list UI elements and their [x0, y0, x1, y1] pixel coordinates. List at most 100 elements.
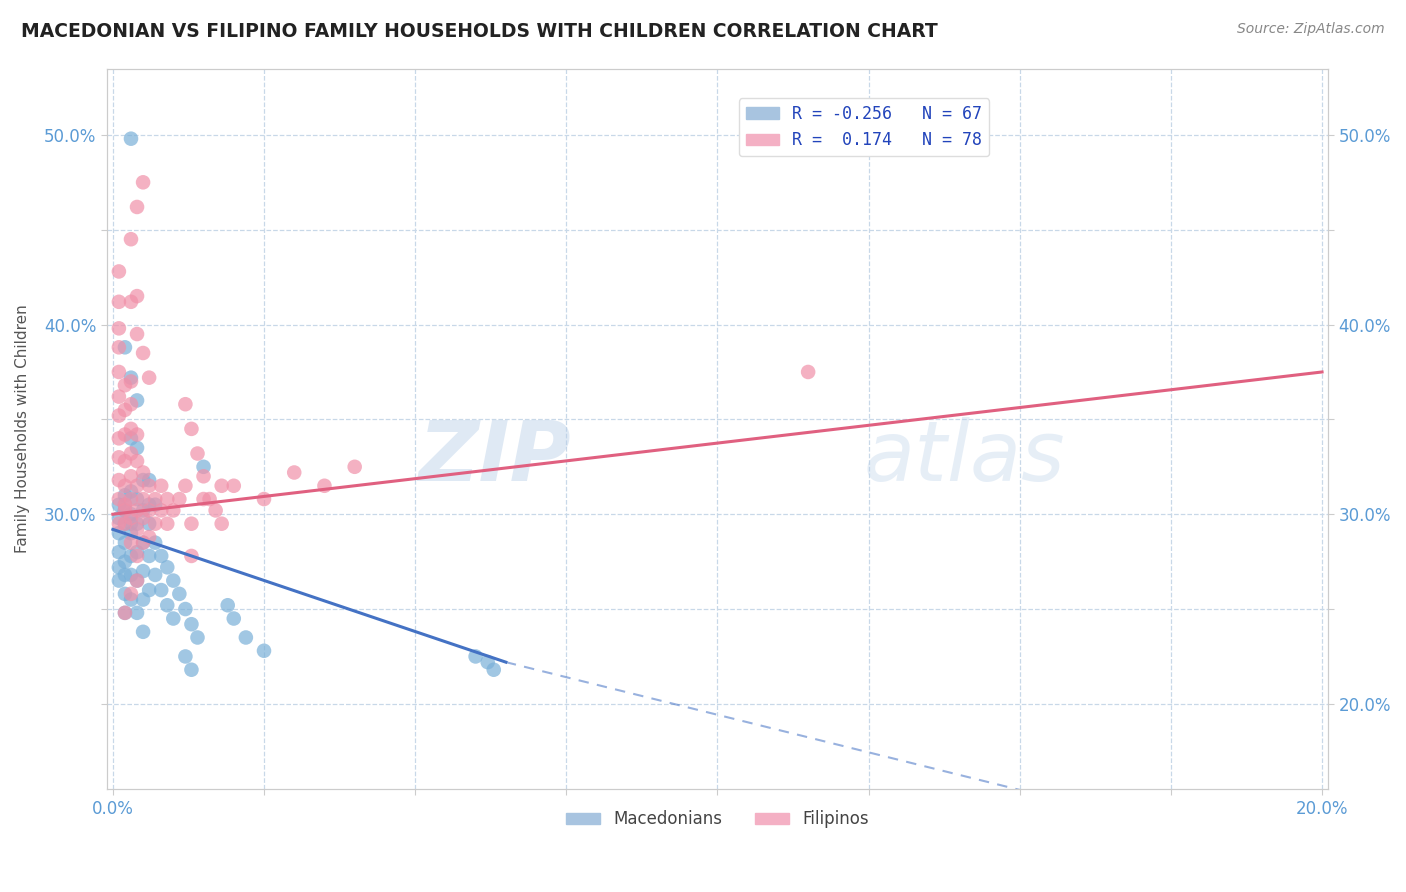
Point [138, 479, 160, 493]
Point [108, 365, 131, 379]
Point [114, 555, 136, 569]
Point [120, 491, 142, 506]
Point [156, 560, 179, 574]
Point [120, 232, 142, 246]
Point [125, 200, 148, 214]
Point [108, 390, 131, 404]
Point [114, 516, 136, 531]
Point [132, 535, 155, 549]
Point [132, 466, 155, 480]
Point [120, 549, 142, 563]
Point [120, 516, 142, 531]
Point [162, 611, 184, 625]
Point [120, 469, 142, 483]
Point [132, 175, 155, 189]
Point [186, 446, 208, 460]
Point [193, 491, 215, 506]
Point [114, 503, 136, 517]
Point [253, 491, 276, 506]
Point [114, 498, 136, 512]
Point [120, 484, 142, 499]
Point [193, 459, 215, 474]
Point [180, 422, 202, 436]
Point [125, 574, 148, 588]
Point [125, 479, 148, 493]
Point [143, 516, 166, 531]
Point [132, 473, 155, 487]
Point [138, 498, 160, 512]
Point [482, 663, 505, 677]
Point [120, 568, 142, 582]
Point [180, 663, 202, 677]
Point [204, 503, 226, 517]
Point [180, 617, 202, 632]
Point [138, 516, 160, 531]
Point [125, 491, 148, 506]
Point [125, 441, 148, 455]
Point [283, 466, 305, 480]
Text: ZIP: ZIP [418, 417, 571, 499]
Point [125, 427, 148, 442]
Y-axis label: Family Households with Children: Family Households with Children [15, 304, 30, 553]
Point [198, 491, 221, 506]
Point [464, 649, 486, 664]
Point [108, 431, 131, 445]
Point [174, 397, 197, 411]
Point [169, 491, 191, 506]
Point [132, 346, 155, 360]
Point [125, 516, 148, 531]
Point [138, 530, 160, 544]
Point [169, 587, 191, 601]
Point [120, 397, 142, 411]
Point [797, 365, 820, 379]
Point [108, 450, 131, 465]
Point [108, 516, 131, 531]
Point [114, 479, 136, 493]
Point [174, 602, 197, 616]
Point [108, 560, 131, 574]
Point [143, 535, 166, 549]
Point [114, 503, 136, 517]
Point [132, 535, 155, 549]
Point [186, 631, 208, 645]
Point [162, 574, 184, 588]
Point [108, 526, 131, 541]
Point [114, 403, 136, 417]
Point [162, 503, 184, 517]
Point [108, 511, 131, 525]
Point [120, 131, 142, 145]
Point [174, 649, 197, 664]
Point [138, 473, 160, 487]
Point [125, 606, 148, 620]
Point [132, 624, 155, 639]
Point [108, 545, 131, 559]
Point [222, 479, 245, 493]
Point [125, 326, 148, 341]
Point [114, 427, 136, 442]
Point [120, 431, 142, 445]
Point [253, 644, 276, 658]
Point [114, 488, 136, 502]
Point [125, 545, 148, 559]
Legend: Macedonians, Filipinos: Macedonians, Filipinos [560, 804, 876, 835]
Point [120, 535, 142, 549]
Point [114, 535, 136, 549]
Point [120, 587, 142, 601]
Point [235, 631, 257, 645]
Point [138, 583, 160, 598]
Point [156, 599, 179, 613]
Point [125, 522, 148, 536]
Point [108, 498, 131, 512]
Point [150, 479, 173, 493]
Point [120, 507, 142, 521]
Point [193, 469, 215, 483]
Point [138, 370, 160, 384]
Point [143, 498, 166, 512]
Point [132, 564, 155, 578]
Text: Source: ZipAtlas.com: Source: ZipAtlas.com [1237, 22, 1385, 37]
Point [108, 409, 131, 423]
Point [180, 549, 202, 563]
Point [132, 491, 155, 506]
Point [132, 503, 155, 517]
Point [108, 264, 131, 278]
